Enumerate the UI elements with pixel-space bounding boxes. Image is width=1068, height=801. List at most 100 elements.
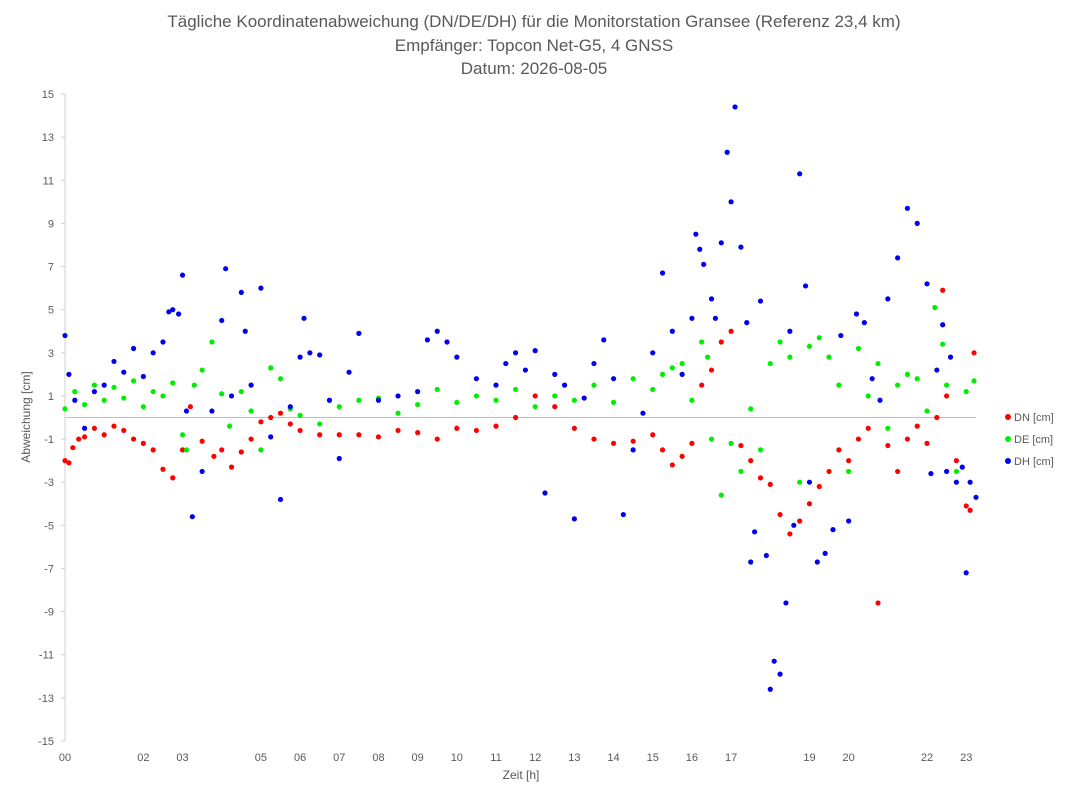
data-point	[415, 401, 421, 408]
data-point	[72, 397, 78, 403]
data-point	[248, 436, 254, 442]
data-point	[744, 320, 750, 326]
data-point	[699, 339, 705, 345]
x-tick-label: 12	[529, 752, 541, 764]
data-point	[258, 285, 264, 291]
data-point	[561, 382, 568, 388]
data-point	[940, 341, 946, 347]
data-point	[591, 436, 597, 442]
data-point	[70, 445, 76, 451]
data-point	[493, 423, 499, 429]
data-point	[659, 270, 666, 276]
data-point	[238, 289, 244, 296]
data-point	[914, 220, 920, 226]
data-point	[258, 447, 264, 453]
data-point	[62, 332, 68, 339]
data-point	[944, 382, 950, 388]
legend-marker	[1005, 436, 1011, 442]
data-point	[904, 205, 911, 211]
data-point	[875, 360, 881, 367]
data-point	[532, 404, 538, 410]
data-point	[66, 460, 72, 466]
data-point	[81, 434, 88, 440]
data-point	[150, 350, 156, 356]
data-point	[277, 496, 284, 503]
data-point	[869, 376, 875, 382]
data-point	[183, 447, 190, 453]
data-point	[783, 600, 789, 606]
data-point	[242, 328, 248, 334]
data-point	[356, 397, 362, 403]
y-tick-label: 13	[42, 132, 54, 144]
data-point	[199, 438, 205, 444]
data-point	[219, 447, 225, 453]
data-point	[875, 600, 881, 606]
series-2	[62, 104, 979, 692]
data-point	[356, 330, 362, 336]
data-point	[971, 350, 977, 356]
data-point	[728, 199, 734, 205]
data-point	[493, 397, 499, 403]
data-point	[738, 468, 744, 475]
data-point	[802, 283, 809, 289]
x-tick-label: 10	[451, 752, 463, 764]
data-point	[895, 382, 901, 388]
data-point	[738, 442, 744, 449]
data-point	[121, 369, 127, 375]
data-point	[287, 421, 293, 427]
data-point	[620, 511, 626, 518]
data-point	[81, 425, 88, 431]
data-point	[287, 404, 293, 410]
data-point	[610, 376, 617, 382]
data-point	[895, 468, 901, 475]
data-point	[865, 393, 871, 399]
data-point	[865, 425, 871, 431]
data-point	[659, 371, 666, 377]
data-point	[228, 393, 235, 399]
x-tick-label: 20	[843, 752, 855, 764]
x-tick-label: 11	[490, 752, 501, 764]
data-point	[356, 432, 362, 438]
data-point	[777, 339, 783, 345]
data-point	[689, 315, 695, 321]
data-point	[708, 296, 715, 302]
y-axis-label: Abweichung [cm]	[19, 371, 33, 462]
legend-entry: DE [cm]	[1014, 434, 1053, 446]
data-point	[591, 360, 597, 367]
data-point	[434, 436, 440, 442]
data-point	[277, 376, 284, 382]
data-point	[728, 440, 734, 446]
data-point	[885, 296, 891, 302]
data-point	[160, 339, 166, 345]
data-point	[346, 369, 352, 375]
data-point	[718, 492, 724, 498]
chart-title: Tägliche Koordinatenabweichung (DN/DE/DH…	[167, 12, 901, 31]
data-point	[610, 399, 617, 405]
data-point	[855, 345, 862, 352]
data-point	[493, 382, 499, 388]
y-tick-label: 5	[48, 305, 54, 317]
legend-marker	[1005, 414, 1011, 420]
data-point	[189, 514, 195, 520]
data-point	[552, 371, 558, 377]
data-point	[277, 410, 284, 416]
data-point	[689, 440, 695, 446]
data-point	[806, 343, 813, 349]
x-tick-label: 15	[647, 752, 659, 764]
data-point	[640, 410, 646, 416]
data-point	[816, 483, 822, 490]
data-point	[297, 412, 303, 418]
data-point	[160, 393, 166, 399]
y-tick-label: 9	[48, 218, 54, 230]
x-tick-label: 05	[255, 752, 267, 764]
data-point	[552, 404, 558, 410]
data-point	[101, 432, 107, 438]
data-point	[971, 378, 977, 384]
data-point	[248, 408, 254, 414]
data-point	[415, 389, 421, 395]
y-tick-label: -13	[38, 693, 54, 705]
data-point	[91, 425, 97, 431]
data-point	[72, 389, 78, 395]
axes: 15 13 11 9 7 5 3 1 -1 -3 -5 -7 -9 -11 -13 -15 00 02 03 05 06…	[38, 89, 976, 764]
